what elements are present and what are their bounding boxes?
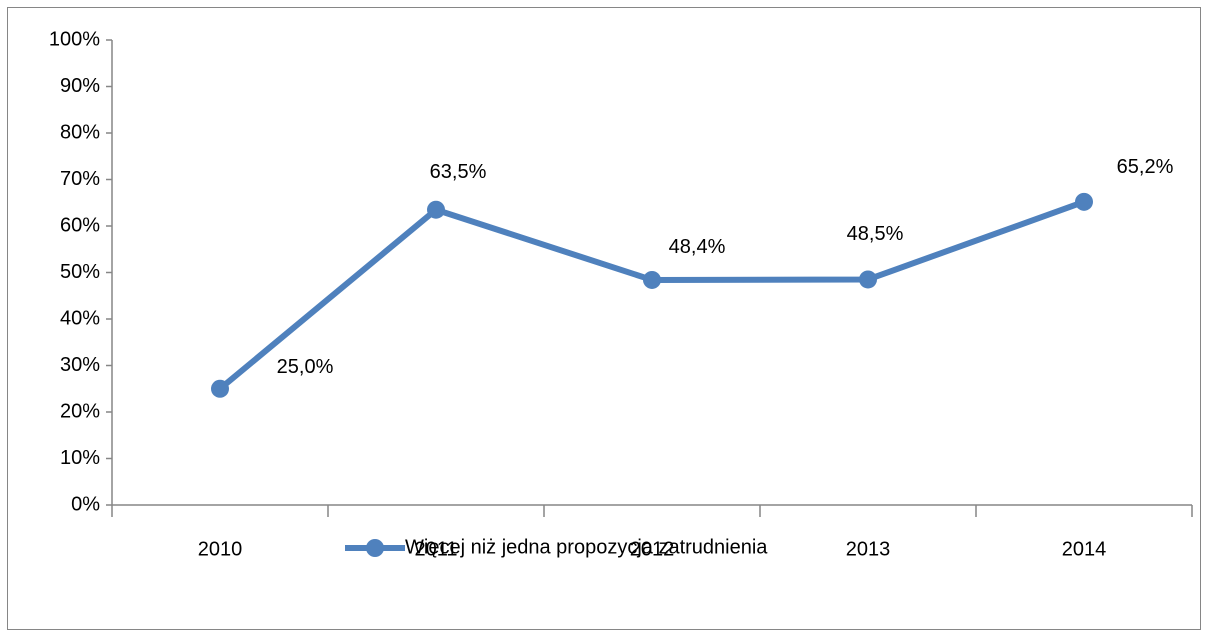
y-tick-label: 30% (60, 354, 100, 376)
data-label: 48,5% (847, 223, 904, 245)
y-tick-label: 10% (60, 447, 100, 469)
y-tick-label: 100% (49, 28, 100, 50)
point (211, 379, 229, 398)
x-tick-label: 2012 (630, 538, 675, 560)
point (427, 200, 445, 219)
point (1075, 192, 1093, 211)
x-tick-label: 2013 (846, 538, 891, 560)
y-tick-label: 50% (60, 261, 100, 283)
data-label: 48,4% (669, 236, 726, 258)
y-tick-label: 20% (60, 400, 100, 422)
legend-label: Więcej niż jedna propozycja zatrudnienia (405, 536, 768, 558)
legend-marker (366, 539, 384, 557)
y-tick-label: 60% (60, 214, 100, 236)
y-tick-label: 80% (60, 121, 100, 143)
y-tick-label: 90% (60, 75, 100, 97)
data-label: 25,0% (277, 356, 334, 378)
y-tick-label: 70% (60, 168, 100, 190)
data-label: 65,2% (1117, 156, 1174, 178)
x-tick-label: 2011 (414, 538, 457, 560)
data-label: 63,5% (430, 161, 487, 183)
chart-border (7, 7, 1201, 630)
point (643, 270, 661, 289)
x-tick-label: 2010 (198, 538, 243, 560)
y-tick-label: 40% (60, 307, 100, 329)
x-tick-label: 2014 (1062, 538, 1107, 560)
point (859, 270, 877, 289)
y-tick-label: 0% (71, 493, 100, 515)
